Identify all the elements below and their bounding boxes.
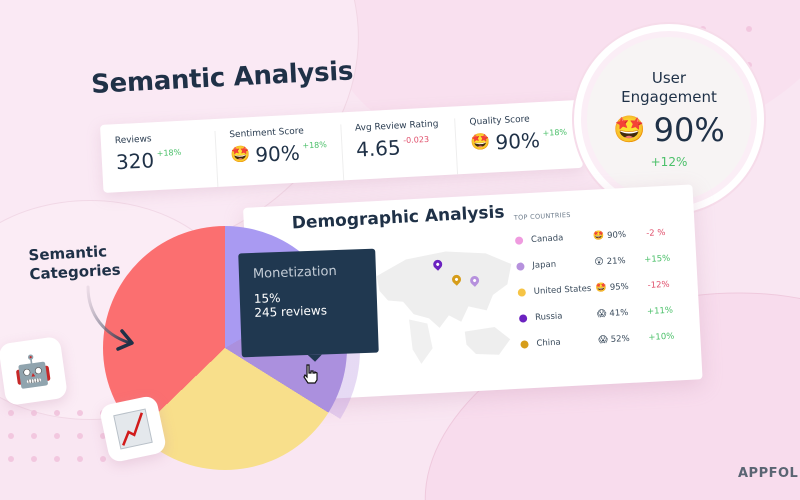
country-score: 95% [609, 281, 630, 293]
label-line2: Categories [29, 260, 122, 284]
top-countries-list: TOP COUNTRIES Canada 🤩 90% -2 % Japan 😲 21… [514, 204, 701, 357]
demographic-analysis-card: Demographic Analysis TOP COUNTRIES Canad… [243, 184, 703, 403]
metrics-card: Reviews 320 +18% Sentiment Score 🤩 90% +… [100, 99, 583, 193]
engagement-title-line1: User [651, 69, 687, 87]
country-score: 41% [609, 307, 629, 319]
country-name: Russia [534, 310, 563, 323]
engagement-title-line2: Engagement [621, 88, 717, 106]
world-map[interactable] [365, 234, 522, 372]
screaming-emoji-icon: 😱 [598, 335, 609, 346]
pie-tooltip: Monetization 15% 245 reviews [238, 248, 379, 358]
country-score: 90% [606, 229, 627, 241]
metric-label: Avg Review Rating [354, 119, 439, 134]
metric-avg-review-rating[interactable]: Avg Review Rating 4.65 -0.023 [340, 118, 459, 181]
star-struck-emoji-icon: 🤩 [595, 283, 608, 294]
star-struck-emoji-icon: 🤩 [613, 115, 646, 145]
country-name: China [536, 337, 561, 349]
robot-icon: 🤖 [12, 351, 54, 391]
page-title: Semantic Analysis [90, 56, 354, 100]
country-color-dot [516, 262, 525, 271]
country-delta: +10% [648, 331, 675, 343]
country-delta: -2 % [646, 227, 666, 239]
chart-icon-tile [98, 394, 168, 464]
hand-pointer-cursor-icon [302, 364, 320, 389]
robot-icon-tile: 🤖 [0, 335, 69, 407]
chart-increasing-icon [113, 408, 153, 450]
metric-reviews[interactable]: Reviews 320 +18% [100, 130, 219, 193]
metric-quality-score[interactable]: Quality Score 🤩 90% +18% [455, 112, 583, 174]
country-color-dot [517, 288, 527, 297]
astonished-emoji-icon: 😲 [594, 257, 604, 268]
country-name: Japan [532, 259, 557, 271]
screaming-emoji-icon: 😱 [596, 309, 607, 320]
star-struck-emoji-icon: 🤩 [592, 231, 605, 242]
user-engagement-badge: User Engagement 🤩 90% +12% [574, 24, 764, 214]
metric-delta: +18% [542, 127, 568, 138]
star-struck-emoji-icon: 🤩 [470, 131, 491, 152]
country-delta: +11% [646, 305, 674, 317]
metric-label: Reviews [114, 134, 152, 147]
metric-label: Quality Score [469, 114, 530, 128]
metric-delta: +18% [302, 140, 328, 151]
metric-value: 4.65 [355, 135, 402, 162]
dot-grid-decoration [8, 410, 106, 462]
brand-watermark: APPFOL [738, 466, 799, 481]
star-struck-emoji-icon: 🤩 [229, 144, 251, 165]
curved-arrow-icon [86, 285, 134, 351]
country-score: 52% [610, 333, 630, 345]
country-color-dot [518, 314, 528, 323]
country-name: Canada [530, 232, 564, 245]
engagement-delta: +12% [650, 155, 688, 169]
metric-value: 90% [254, 140, 301, 167]
country-name: United States [533, 283, 592, 297]
engagement-value: 90% [653, 111, 725, 149]
tooltip-count: 245 reviews [254, 303, 328, 320]
country-delta: +15% [643, 253, 671, 266]
tooltip-label: Monetization [252, 264, 337, 282]
semantic-categories-label: Semantic Categories [28, 242, 121, 285]
metric-sentiment-score[interactable]: Sentiment Score 🤩 90% +18% [215, 124, 344, 187]
world-map-icon [376, 251, 512, 364]
metric-value: 90% [494, 128, 541, 155]
metric-label: Sentiment Score [229, 126, 305, 141]
country-score: 21% [606, 256, 626, 268]
metric-delta: +18% [156, 147, 182, 159]
metric-value: 320 [115, 148, 155, 175]
country-color-dot [520, 340, 529, 349]
country-delta: -12% [647, 279, 670, 291]
country-color-dot [514, 236, 524, 245]
metric-delta: -0.023 [403, 134, 430, 146]
